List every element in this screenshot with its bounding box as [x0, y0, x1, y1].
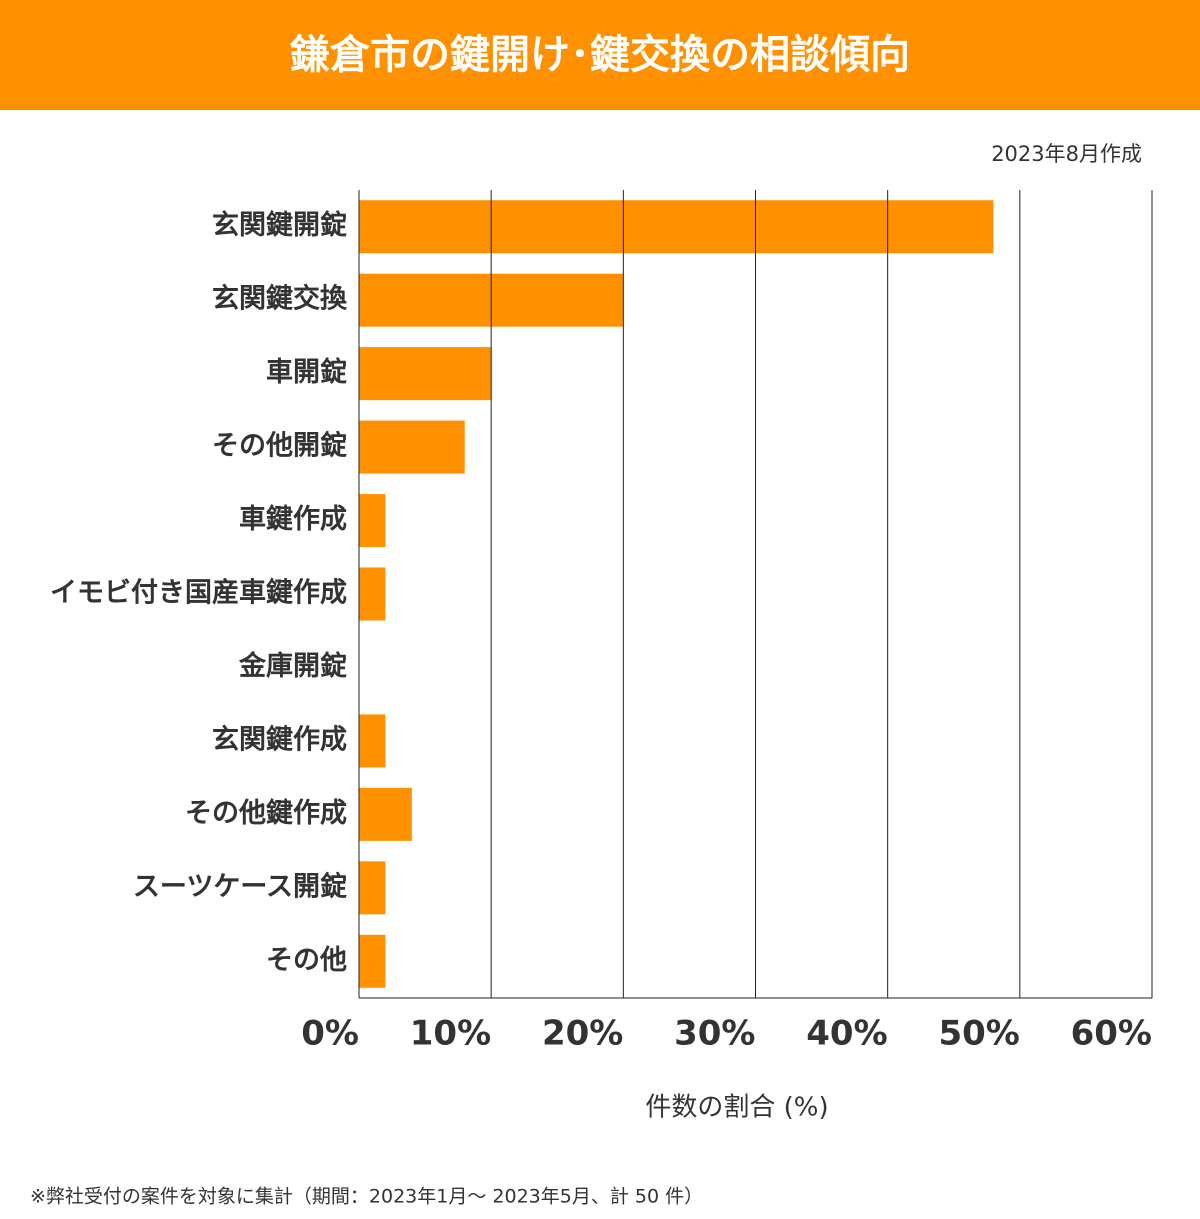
- x-tick-label: 20%: [542, 1014, 623, 1054]
- subtitle: 2023年8月作成: [991, 142, 1142, 166]
- x-tick-label: 10%: [410, 1014, 491, 1054]
- y-tick-label: 玄関鍵開錠: [212, 209, 347, 241]
- y-tick-label: その他鍵作成: [185, 797, 347, 829]
- bar: [359, 347, 492, 401]
- chart-title: 鎌倉市の鍵開け･鍵交換の相談傾向: [290, 32, 910, 78]
- y-tick-label: イモビ付き国産車鍵作成: [50, 577, 347, 609]
- header-band: [0, 0, 1200, 110]
- bar: [359, 567, 386, 621]
- x-tick-label: 60%: [1071, 1014, 1152, 1054]
- bar: [359, 861, 386, 915]
- bar: [359, 420, 465, 474]
- y-tick-label: その他開錠: [212, 430, 347, 462]
- y-tick-label: 金庫開錠: [238, 650, 347, 682]
- x-tick-label: 40%: [806, 1014, 887, 1054]
- bar: [359, 200, 994, 254]
- y-tick-label: スーツケース開錠: [133, 870, 347, 902]
- y-tick-label: 車開錠: [266, 356, 347, 388]
- footnote: ※弊社受付の案件を対象に集計（期間：2023年1月～ 2023年5月、計 50 …: [30, 1186, 703, 1208]
- x-tick-label: 30%: [674, 1014, 755, 1054]
- bar: [359, 934, 386, 988]
- y-tick-label: 玄関鍵作成: [212, 723, 347, 755]
- x-tick-label: 50%: [938, 1014, 1019, 1054]
- y-tick-label: その他: [266, 945, 347, 976]
- bar: [359, 787, 412, 841]
- bar: [359, 494, 386, 548]
- x-axis-label: 件数の割合 (%): [645, 1093, 828, 1123]
- x-tick-label: 0%: [301, 1014, 359, 1054]
- bar: [359, 714, 386, 768]
- y-tick-label: 玄関鍵交換: [212, 283, 348, 315]
- y-tick-label: 車鍵作成: [239, 503, 347, 535]
